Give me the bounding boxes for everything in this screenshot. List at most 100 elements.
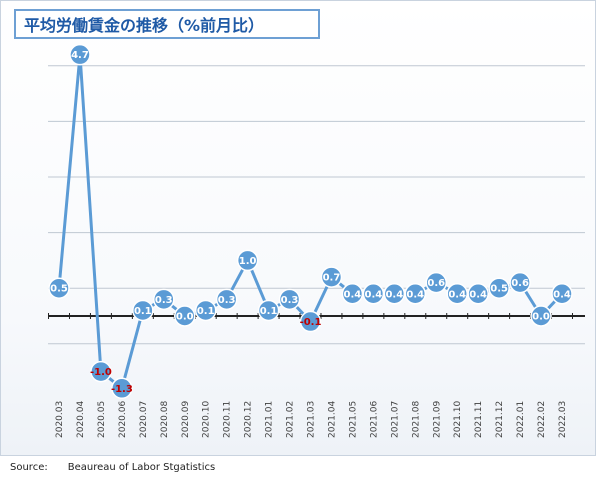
x-tick-label: 2020.04 [76, 401, 86, 438]
data-label: 0.3 [155, 295, 173, 306]
data-point: 0.6 [509, 271, 531, 294]
data-label: 0.5 [50, 284, 68, 295]
x-tick-label: 2020.08 [160, 401, 170, 438]
data-label: 1.0 [239, 256, 257, 267]
chart-title-box: 平均労働賃金の推移（%前月比） [14, 9, 320, 39]
data-label: 0.1 [134, 306, 152, 317]
x-tick-label: 2020.05 [97, 401, 107, 438]
x-tick-label: 2021.07 [390, 401, 400, 438]
data-label: 0.6 [427, 278, 445, 289]
x-tick-label: 2020.06 [118, 401, 128, 438]
data-point: 0.4 [467, 283, 489, 305]
data-point: 0.4 [551, 283, 573, 305]
data-point: 0.1 [194, 299, 217, 322]
data-point-marker [278, 288, 301, 311]
data-point-marker [551, 283, 573, 305]
data-label: 0.3 [218, 295, 236, 306]
x-tick-label: 2020.07 [139, 401, 149, 438]
data-point-marker [90, 360, 112, 383]
data-point-marker [153, 288, 175, 311]
data-label: 0.3 [281, 295, 299, 306]
x-tick-label: 2020.11 [223, 401, 233, 438]
x-tick-label: 2022.03 [558, 401, 568, 438]
data-point: 0.3 [215, 288, 238, 311]
data-point-marker [383, 283, 406, 305]
data-point-marker [509, 271, 531, 294]
x-tick-layer: 2020.03 2020.04 2020.05 2020.06 2020.07 2020.… [55, 401, 568, 438]
x-tick-label: 2021.05 [348, 401, 358, 438]
data-point-layer: 0.54.7-1.0-1.30.10.30.00.10.31.00.10.3-0… [48, 43, 573, 400]
line-chart: 0.54.7-1.0-1.30.10.30.00.10.31.00.10.3-0… [48, 43, 585, 438]
data-point-marker [488, 277, 510, 299]
data-label: 4.7 [71, 50, 89, 61]
data-point-marker [257, 299, 280, 322]
data-point: 0.4 [362, 283, 385, 305]
data-point: -1.0 [90, 360, 112, 383]
data-label: -1.3 [111, 384, 133, 395]
series-line-layer [57, 53, 564, 390]
data-point-marker [174, 305, 196, 327]
data-point: -0.1 [299, 310, 322, 333]
data-label: 0.0 [176, 312, 194, 323]
series-line [57, 53, 564, 390]
data-point: 0.1 [132, 299, 154, 322]
data-point-marker [341, 283, 364, 305]
data-point-marker [425, 271, 447, 294]
x-tick-label: 2021.04 [327, 401, 337, 438]
data-label: 0.4 [553, 289, 571, 300]
data-label: 0.4 [365, 289, 383, 300]
x-tick-label: 2020.03 [55, 401, 65, 438]
data-point-marker [69, 43, 91, 66]
data-point-marker [48, 277, 70, 299]
data-point: 0.6 [425, 271, 447, 294]
data-point: 4.7 [69, 43, 91, 66]
x-tick-label: 2022.01 [516, 401, 526, 438]
data-point-marker [530, 305, 552, 327]
data-label: 0.4 [448, 289, 466, 300]
data-point-marker [194, 299, 217, 322]
data-point: 0.1 [257, 299, 280, 322]
chart-title: 平均労働賃金の推移（%前月比） [24, 16, 265, 35]
x-tick-label: 2021.01 [265, 401, 275, 438]
data-point: 0.4 [383, 283, 406, 305]
source-text: Beaureau of Labor Stgatistics [67, 462, 216, 473]
data-label: 0.7 [323, 273, 341, 284]
x-tick-label: 2021.09 [432, 401, 442, 438]
data-label: 0.5 [490, 284, 508, 295]
data-point-marker [132, 299, 154, 322]
data-point: 0.7 [320, 266, 343, 288]
data-point-marker [215, 288, 238, 311]
data-point: 0.5 [488, 277, 510, 299]
data-point: 0.3 [153, 288, 175, 311]
x-tick-label: 2022.02 [537, 401, 547, 438]
data-point-marker [320, 266, 343, 288]
data-point-marker [404, 283, 427, 305]
data-label: 0.0 [532, 312, 550, 323]
data-label: 0.4 [385, 289, 403, 300]
data-label: 0.1 [260, 306, 278, 317]
data-label: -1.0 [90, 367, 112, 378]
x-tick-label: 2021.08 [411, 401, 421, 438]
data-label: 0.6 [511, 278, 529, 289]
data-label: 0.4 [406, 289, 424, 300]
x-tick-label: 2021.12 [495, 401, 505, 438]
source-label: Source: [10, 462, 48, 473]
grid-layer [48, 65, 585, 345]
x-tick-label: 2021.10 [453, 401, 463, 438]
data-label: -0.1 [300, 317, 322, 328]
source-note: Source: Beaureau of Labor Stgatistics [10, 462, 215, 473]
data-label: 0.4 [344, 289, 362, 300]
data-point-marker [446, 283, 468, 305]
x-tick-label: 2020.10 [202, 401, 212, 438]
data-point-marker [362, 283, 385, 305]
x-tick-label: 2021.03 [307, 401, 317, 438]
x-tick-label: 2020.09 [181, 401, 191, 438]
data-point: -1.3 [111, 377, 133, 400]
data-point: 0.0 [174, 305, 196, 327]
x-tick-label: 2021.06 [369, 401, 379, 438]
data-point: 0.3 [278, 288, 301, 311]
data-point: 0.4 [341, 283, 364, 305]
data-label: 0.4 [469, 289, 487, 300]
data-point-marker [299, 310, 322, 333]
data-point-marker [467, 283, 489, 305]
